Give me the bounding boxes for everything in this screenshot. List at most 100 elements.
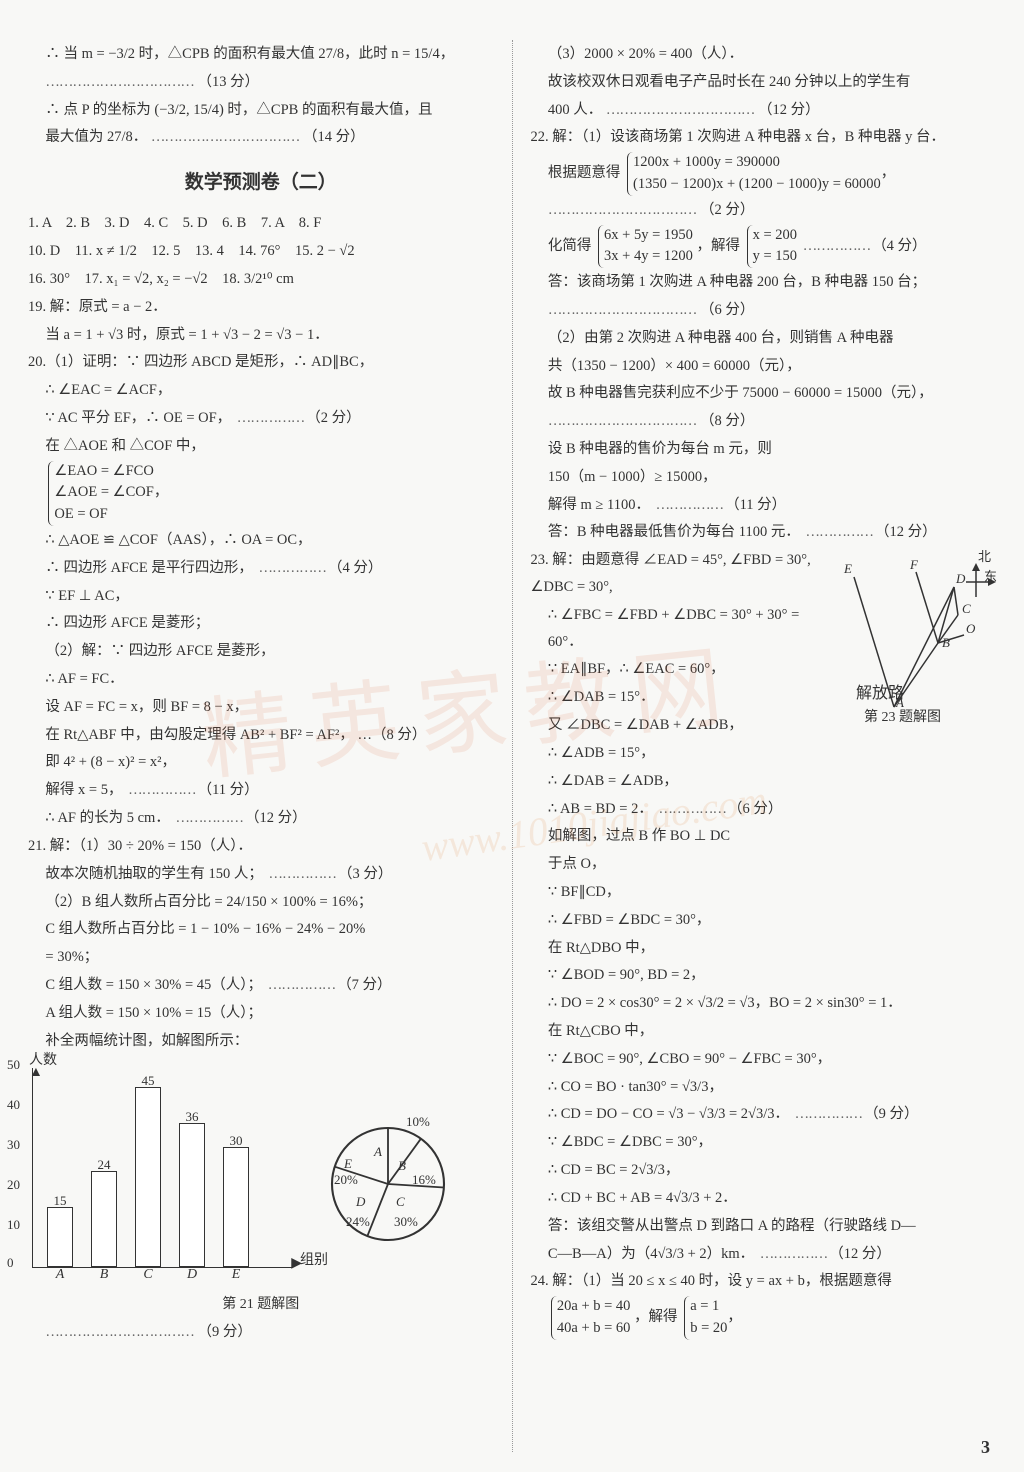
page-number: 3 bbox=[981, 1437, 990, 1458]
q22-line: 故 B 种电器售完获利应不少于 75000 − 60000 = 15000（元）… bbox=[531, 380, 997, 407]
q23-line: 答：该组交警从出警点 D 到路口 A 的路程（行驶路线 D— bbox=[531, 1213, 997, 1240]
q23-line: 在 Rt△DBO 中， bbox=[531, 935, 997, 962]
right-column: （3）2000 × 20% = 400（人）． 故该校双休日观看电子产品时长在 … bbox=[531, 40, 997, 1452]
q22-line: 22. 解：（1）设该商场第 1 次购进 A 种电器 x 台，B 种电器 y 台… bbox=[531, 124, 997, 151]
brace-row: 6x + 5y = 1950 bbox=[604, 225, 693, 247]
q23-line: ∴ DO = 2 × cos30° = 2 × √3/2 = √3，BO = 2… bbox=[531, 990, 997, 1017]
brace-row: ∠AOE = ∠COF， bbox=[54, 482, 168, 504]
q22-line: 共（1350 − 1200）× 400 = 60000（元）， bbox=[531, 353, 997, 380]
q24-line: 24. 解：（1）当 20 ≤ x ≤ 40 时，设 y = ax + b，根据… bbox=[531, 1268, 997, 1295]
page-container: ∴ 当 m = −3/2 时，△CPB 的面积有最大值 27/8，此时 n = … bbox=[28, 40, 996, 1452]
q23-line: ∵ BF∥CD， bbox=[531, 879, 997, 906]
q23-line: ∴ ∠DAB = ∠ADB， bbox=[531, 768, 997, 795]
ytick: 50 bbox=[7, 1053, 20, 1077]
q20-line: 解得 x = 5， （11 分） bbox=[28, 777, 494, 804]
answer-row: 10. D 11. x ≠ 1/2 12. 5 13. 4 14. 76° 15… bbox=[28, 238, 494, 265]
pie-pct: 20% bbox=[334, 1168, 358, 1192]
q21-line: C 组人数 = 150 × 30% = 45（人）； （7 分） bbox=[28, 972, 494, 999]
q20-line: ∴ △AOE ≌ △COF（AAS），∴ OA = OC， bbox=[28, 527, 494, 554]
diagram-label: O bbox=[966, 617, 975, 641]
pie-pct: 16% bbox=[412, 1168, 436, 1192]
q23-line: ∵ ∠BOD = 90°, BD = 2， bbox=[531, 962, 997, 989]
q23-line: 如解图，过点 B 作 BO ⊥ DC bbox=[531, 823, 997, 850]
q23-line: ∴ AB = BD = 2． （6 分） bbox=[531, 796, 997, 823]
q22-line: （2）由第 2 次购进 A 种电器 400 台，则销售 A 种电器 bbox=[531, 325, 997, 352]
brace-row: b = 20 bbox=[690, 1318, 727, 1340]
ytick: 20 bbox=[7, 1173, 20, 1197]
answer-row: 1. A 2. B 3. D 4. C 5. D 6. B 7. A 8. F bbox=[28, 210, 494, 237]
compass-east: 东 bbox=[984, 565, 997, 589]
q20-line: ∴ 四边形 AFCE 是平行四边形， （4 分） bbox=[28, 555, 494, 582]
q21-line: A 组人数 = 150 × 10% = 15（人）； bbox=[28, 1000, 494, 1027]
q22-line: 设 B 种电器的售价为每台 m 元，则 bbox=[531, 436, 997, 463]
q20-line: （2）解：∵ 四边形 AFCE 是菱形， bbox=[28, 638, 494, 665]
brace-row: y = 150 bbox=[753, 246, 797, 268]
q20-line: ∴ AF = FC． bbox=[28, 666, 494, 693]
diagram-23: 北 东 E F D C O B A 解放路 第 23 题解图 bbox=[826, 547, 996, 737]
q22-line: 150（m − 1000）≥ 15000， bbox=[531, 464, 997, 491]
q20-line: ∴ 四边形 AFCE 是菱形； bbox=[28, 610, 494, 637]
pie-pct: 30% bbox=[394, 1210, 418, 1234]
chart-caption: 第 21 题解图 bbox=[28, 1292, 494, 1318]
left-column: ∴ 当 m = −3/2 时，△CPB 的面积有最大值 27/8，此时 n = … bbox=[28, 40, 494, 1452]
chart-area: 人数 ▲ ▶ 组别 0 10 20 30 40 50 15A24B45C36D3… bbox=[32, 1068, 494, 1268]
q23-line: ∴ ∠ADB = 15°， bbox=[531, 740, 997, 767]
text-line: ∴ 点 P 的坐标为 (−3/2, 15/4) 时，△CPB 的面积有最大值，且 bbox=[28, 97, 494, 124]
score-line: （2 分） bbox=[531, 197, 997, 224]
brace-row: 20a + b = 40 bbox=[557, 1296, 631, 1318]
pie-chart: 10% E 20% A B 16% D 24% C 30% bbox=[318, 1114, 458, 1254]
q23-line: ∴ CO = BO · tan30° = √3/3， bbox=[531, 1074, 997, 1101]
q20-line: ∴ ∠EAC = ∠ACF， bbox=[28, 377, 494, 404]
bar-E: 30E bbox=[221, 1147, 251, 1267]
q21-line: 21. 解：（1）30 ÷ 20% = 150（人）． bbox=[28, 833, 494, 860]
brace-row: x = 200 bbox=[753, 225, 797, 247]
q23-line: ∴ CD + BC + AB = 4√3/3 + 2． bbox=[531, 1185, 997, 1212]
q22-line: 根据题意得 1200x + 1000y = 390000 (1350 − 120… bbox=[531, 152, 997, 196]
brace-row: (1350 − 1200)x + (1200 − 1000)y = 60000 bbox=[633, 174, 881, 196]
pie-pct: 10% bbox=[406, 1110, 430, 1134]
brace-row: 40a + b = 60 bbox=[557, 1318, 631, 1340]
bar-B: 24B bbox=[89, 1171, 119, 1267]
section-title: 数学预测卷（二） bbox=[28, 165, 494, 200]
q19-line: 当 a = 1 + √3 时，原式 = 1 + √3 − 2 = √3 − 1． bbox=[28, 322, 494, 349]
text-line: ∴ 当 m = −3/2 时，△CPB 的面积有最大值 27/8，此时 n = … bbox=[28, 41, 494, 68]
q20-line: 20.（1）证明：∵ 四边形 ABCD 是矩形，∴ AD∥BC， bbox=[28, 349, 494, 376]
brace-row: 1200x + 1000y = 390000 bbox=[633, 152, 881, 174]
score-line: （6 分） bbox=[531, 297, 997, 324]
brace-row: OE = OF bbox=[54, 504, 168, 526]
pie-pct: 24% bbox=[346, 1210, 370, 1234]
q23-line: 在 Rt△CBO 中， bbox=[531, 1018, 997, 1045]
text-line: （3）2000 × 20% = 400（人）． bbox=[531, 41, 997, 68]
text-line: 故该校双休日观看电子产品时长在 240 分钟以上的学生有 bbox=[531, 69, 997, 96]
bar-C: 45C bbox=[133, 1087, 163, 1267]
ytick: 0 bbox=[7, 1251, 14, 1275]
q23-line: ∵ ∠BDC = ∠DBC = 30°， bbox=[531, 1129, 997, 1156]
bar-D: 36D bbox=[177, 1123, 207, 1267]
q21-line: C 组人数所占百分比 = 1 − 10% − 16% − 24% − 20% bbox=[28, 916, 494, 943]
brace-row: ∠EAO = ∠FCO bbox=[54, 461, 168, 483]
q20-line: 设 AF = FC = x，则 BF = 8 − x， bbox=[28, 694, 494, 721]
q21-line: = 30%； bbox=[28, 944, 494, 971]
column-divider bbox=[512, 40, 513, 1452]
brace-group: ∠EAO = ∠FCO ∠AOE = ∠COF， OE = OF bbox=[28, 461, 494, 526]
q20-line: 在 Rt△ABF 中，由勾股定理得 AB² + BF² = AF²， …（8 分… bbox=[28, 722, 494, 749]
q20-line: 在 △AOE 和 △COF 中， bbox=[28, 433, 494, 460]
q21-line: （2）B 组人数所占百分比 = 24/150 × 100% = 16%； bbox=[28, 889, 494, 916]
brace-row: a = 1 bbox=[690, 1296, 727, 1318]
q20-line: ∵ AC 平分 EF，∴ OE = OF， （2 分） bbox=[28, 405, 494, 432]
diagram-label: D bbox=[956, 567, 965, 591]
text-line: 400 人． （12 分） bbox=[531, 97, 997, 124]
q23-line: ∴ CD = BC = 2√3/3， bbox=[531, 1157, 997, 1184]
q20-line: ∵ EF ⊥ AC， bbox=[28, 583, 494, 610]
q20-line: 即 4² + (8 − x)² = x²， bbox=[28, 749, 494, 776]
pie-seg: B bbox=[398, 1154, 406, 1178]
score-line: （9 分） bbox=[28, 1319, 494, 1346]
q23-line: C—B—A）为（4√3/3 + 2）km． （12 分） bbox=[531, 1241, 997, 1268]
q21-line: 补全两幅统计图，如解图所示： bbox=[28, 1028, 494, 1055]
q20-line: ∴ AF 的长为 5 cm． （12 分） bbox=[28, 805, 494, 832]
diagram-label: B bbox=[942, 631, 950, 655]
score-line: （8 分） bbox=[531, 408, 997, 435]
q23-line: ∴ CD = DO − CO = √3 − √3/3 = 2√3/3． （9 分… bbox=[531, 1101, 997, 1128]
diagram-label: F bbox=[910, 553, 918, 577]
ytick: 40 bbox=[7, 1093, 20, 1117]
